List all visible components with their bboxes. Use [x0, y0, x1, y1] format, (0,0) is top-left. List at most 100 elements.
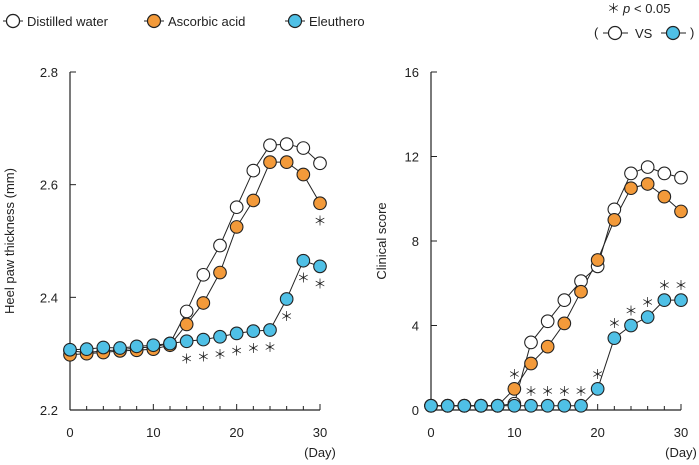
left-point-series-0 — [179, 304, 194, 319]
left-point-series-0 — [279, 137, 294, 151]
right-series-line-2 — [431, 299, 681, 407]
left-point-series-0 — [246, 163, 261, 178]
right-point-series-0 — [657, 166, 672, 181]
left-significance-star: ＊ — [313, 214, 326, 229]
left-point-series-1 — [279, 155, 294, 169]
right-point-series-1 — [590, 253, 605, 267]
left-point-series-2 — [229, 326, 244, 341]
right-y-tick-label: 4 — [412, 319, 419, 334]
right-significance-star: ＊ — [674, 279, 687, 294]
left-point-series-1 — [229, 220, 244, 234]
left-point-series-2 — [113, 341, 127, 355]
left-point-series-2 — [313, 259, 327, 274]
right-point-series-2 — [474, 398, 488, 413]
right-point-series-2 — [624, 318, 638, 333]
right-point-series-0 — [524, 335, 538, 350]
right-point-series-2 — [607, 331, 622, 346]
right-significance-star: ＊ — [624, 305, 637, 320]
left-significance-star: ＊ — [213, 348, 226, 363]
right-point-series-2 — [540, 398, 555, 413]
right-significance-star: ＊ — [508, 368, 521, 383]
right-significance-star: ＊ — [658, 279, 671, 294]
right-point-series-0 — [674, 170, 688, 185]
legend-label-distilled-water: Distilled water — [27, 14, 109, 29]
right-point-series-2 — [457, 398, 472, 413]
sig-star-symbol: ＊ — [607, 2, 620, 17]
left-x-tick-label: 10 — [146, 425, 160, 440]
right-point-series-1 — [524, 356, 538, 371]
legend-dot-eleuthero — [287, 13, 303, 29]
left-point-series-1 — [179, 317, 194, 332]
left-point-series-1 — [313, 196, 327, 211]
right-y-tick-label: 12 — [405, 150, 419, 165]
left-point-series-2 — [213, 329, 227, 344]
right-x-tick-label: 10 — [507, 425, 521, 440]
left-significance-star: ＊ — [280, 310, 293, 325]
right-point-series-0 — [624, 166, 638, 181]
left-point-series-0 — [213, 238, 227, 253]
right-y-tick-label: 16 — [405, 65, 419, 80]
right-point-series-2 — [574, 398, 588, 413]
right-point-series-2 — [490, 398, 505, 413]
right-point-series-1 — [540, 339, 555, 354]
right-point-series-2 — [424, 398, 438, 413]
vs-dot-blue — [665, 25, 681, 41]
left-point-series-1 — [246, 193, 261, 208]
left-x-unit: (Day) — [304, 445, 336, 460]
left-point-series-2 — [179, 334, 194, 349]
left-series-line-1 — [69, 161, 321, 356]
right-point-series-2 — [640, 310, 655, 324]
left-point-series-2 — [163, 336, 177, 351]
right-point-series-1 — [624, 181, 638, 196]
legend: Distilled water Ascorbic acid Eleuthero — [3, 13, 365, 29]
left-y-tick-label: 2.2 — [40, 403, 58, 418]
left-significance-star: ＊ — [313, 277, 326, 292]
left-point-series-2 — [79, 342, 94, 357]
right-point-series-2 — [657, 293, 672, 308]
right-point-series-1 — [574, 284, 588, 299]
right-x-tick-label: 30 — [674, 425, 688, 440]
right-significance-star: ＊ — [608, 317, 621, 332]
left-series-line-0 — [69, 143, 321, 354]
left-significance-star: ＊ — [197, 351, 210, 366]
right-point-series-1 — [607, 213, 622, 227]
legend-dot-ascorbic-acid — [146, 13, 162, 29]
left-point-series-0 — [229, 200, 244, 215]
right-point-series-2 — [557, 398, 572, 413]
right-point-series-2 — [524, 398, 538, 413]
left-point-series-2 — [63, 342, 77, 357]
left-point-series-2 — [246, 324, 261, 338]
left-point-series-2 — [146, 338, 161, 353]
left-point-series-2 — [296, 253, 311, 268]
right-point-series-2 — [674, 293, 688, 308]
plot-heel-paw-thickness: 0 10 20 30 (Day) 2.2 2.4 2.6 2.8 Heel paw thickne… — [2, 65, 336, 460]
left-y-tick-label: 2.4 — [40, 290, 58, 305]
right-significance-star: ＊ — [574, 385, 587, 400]
left-point-series-0 — [196, 267, 211, 282]
right-significance-star: ＊ — [558, 385, 571, 400]
right-point-series-2 — [590, 382, 605, 396]
left-point-series-1 — [213, 265, 227, 280]
left-x-tick-label: 30 — [313, 425, 327, 440]
right-significance-star: ＊ — [524, 385, 537, 400]
left-significance-star: ＊ — [263, 341, 276, 356]
left-point-series-1 — [263, 155, 277, 169]
right-point-series-2 — [440, 398, 455, 413]
right-x-unit: (Day) — [665, 445, 697, 460]
sig-p-label: p — [622, 1, 630, 16]
legend-dot-distilled-water — [5, 13, 21, 29]
left-point-series-0 — [263, 138, 277, 153]
left-significance-star: ＊ — [230, 344, 243, 359]
right-significance-star: ＊ — [641, 296, 654, 311]
right-series-line-1 — [431, 183, 682, 407]
left-y-tick-label: 2.6 — [40, 178, 58, 193]
left-y-tick-label: 2.8 — [40, 65, 58, 80]
right-point-series-1 — [640, 177, 655, 191]
right-point-series-0 — [540, 314, 555, 329]
right-point-series-1 — [507, 382, 522, 396]
right-significance-star: ＊ — [591, 368, 604, 383]
vs-dot-white — [607, 25, 623, 41]
legend-label-eleuthero: Eleuthero — [309, 14, 365, 29]
